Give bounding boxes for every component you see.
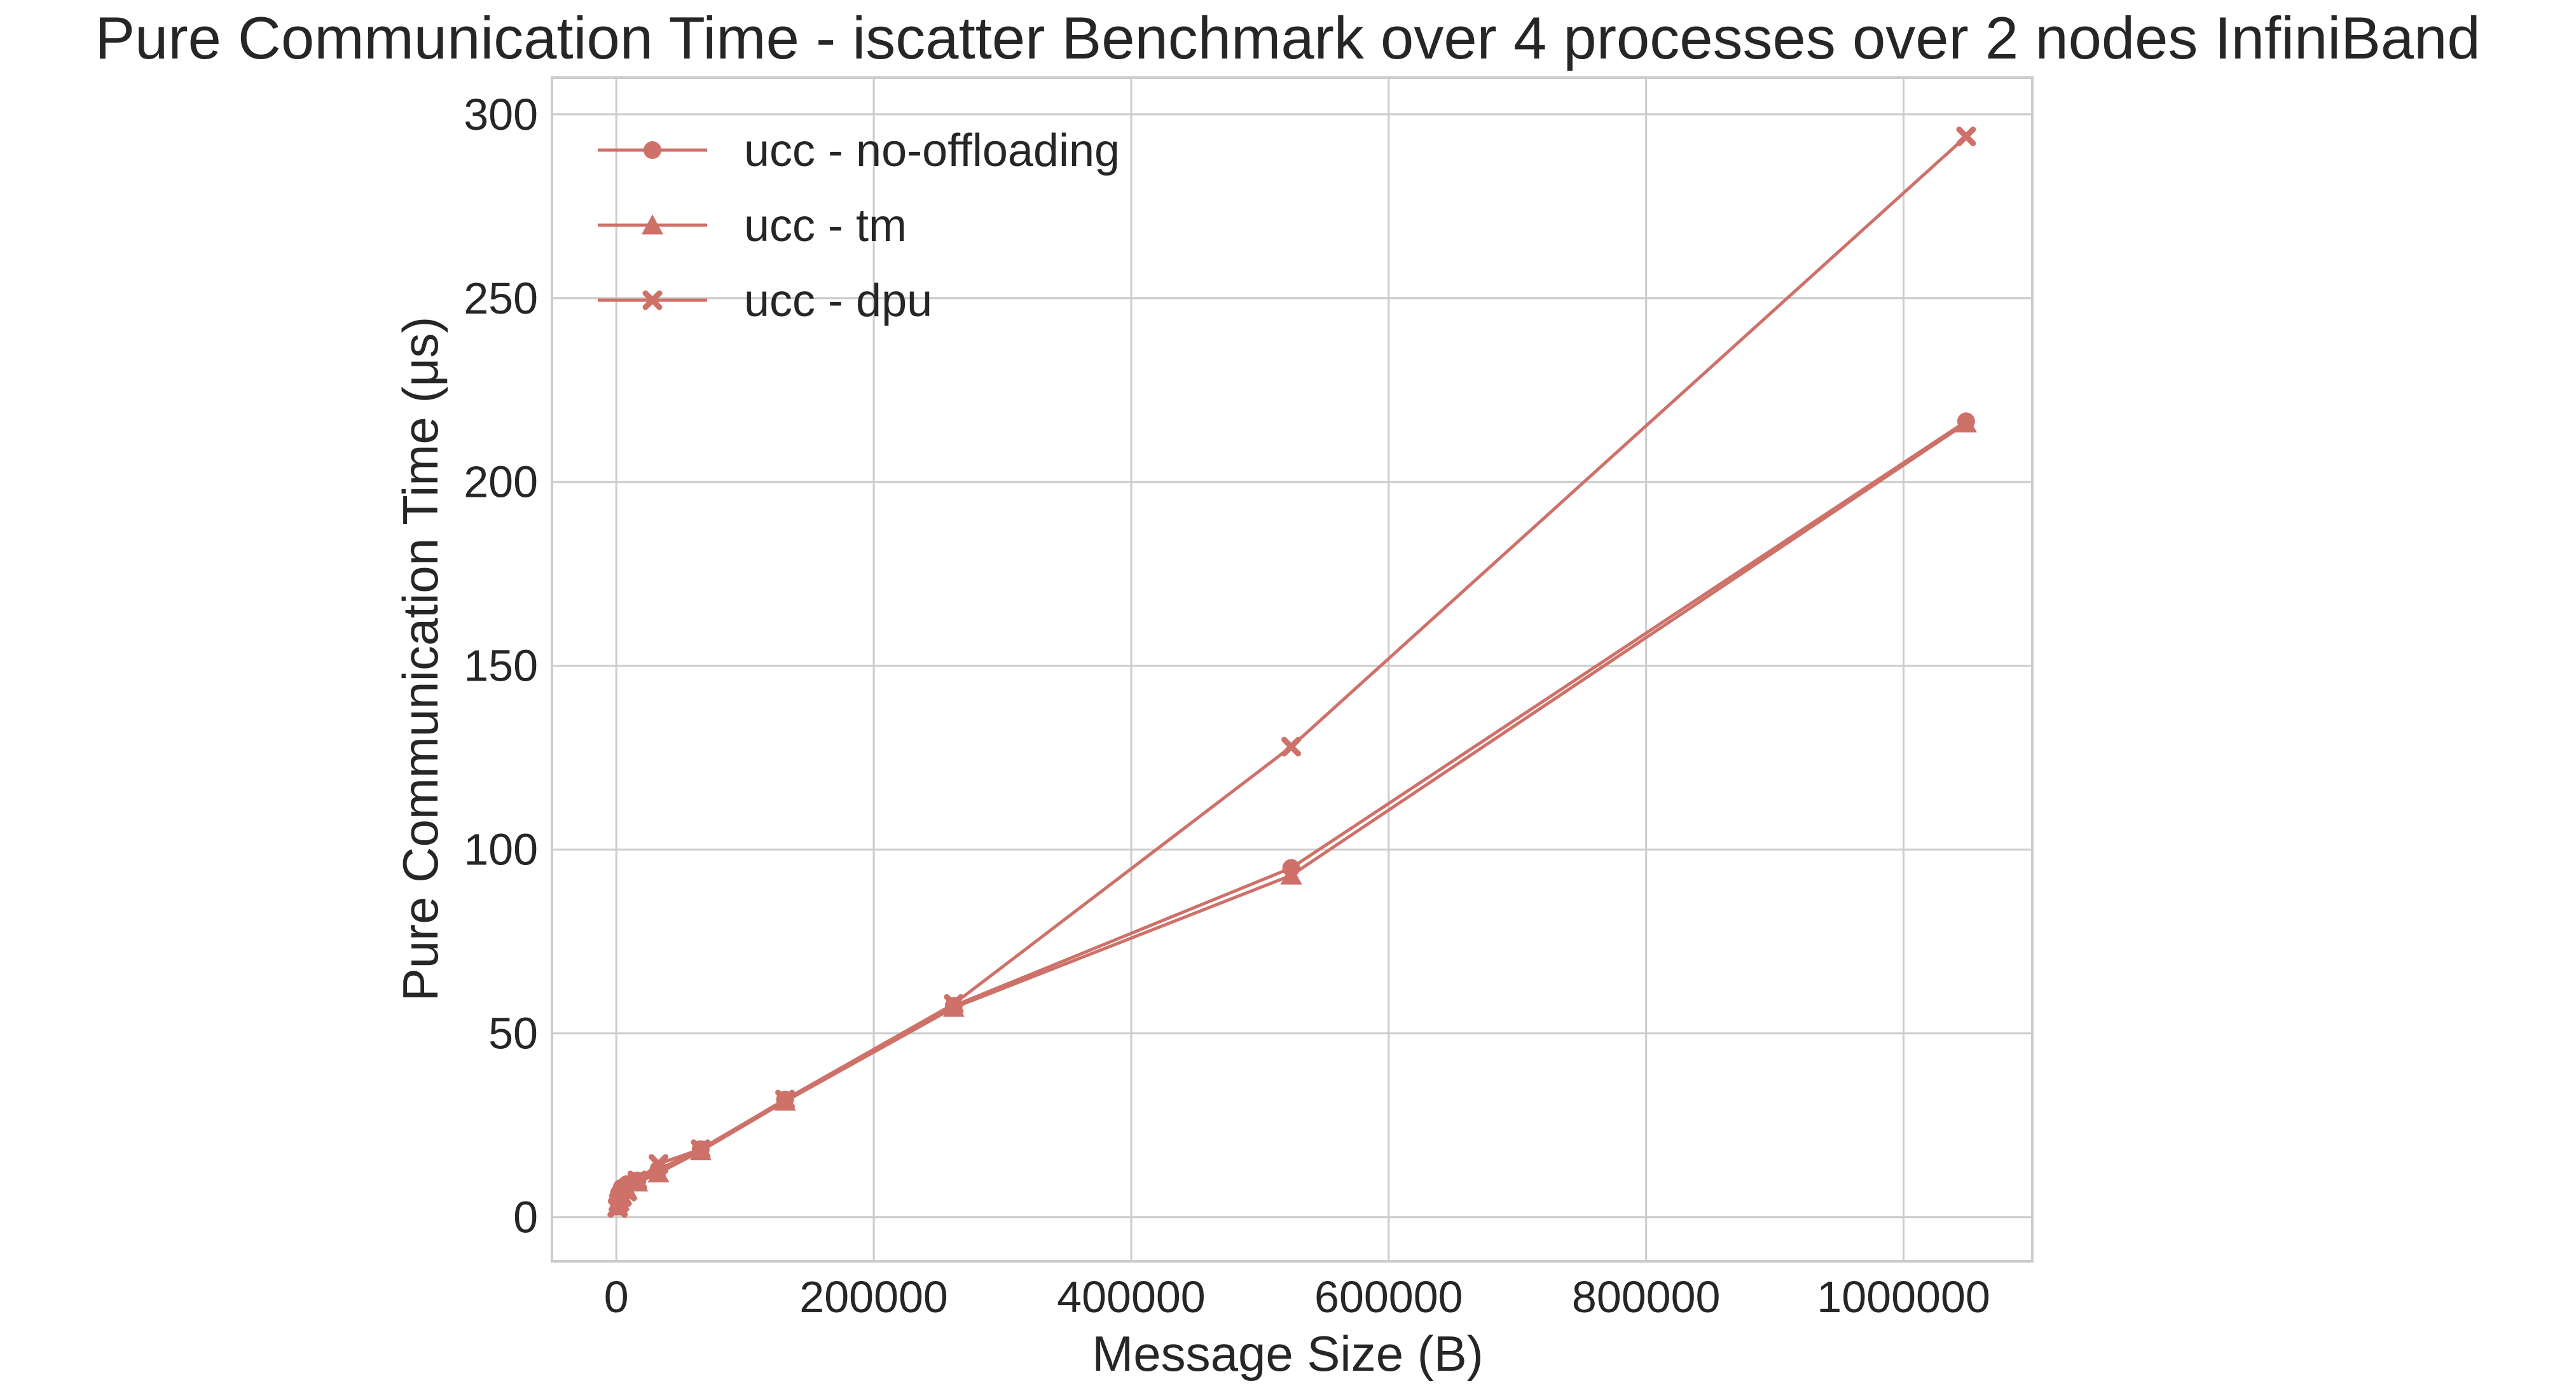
legend-label: ucc - dpu [744,275,932,326]
series-x [607,126,1976,1218]
data-point [1955,412,1977,433]
data-point [647,1162,670,1182]
grid-lines [552,78,2032,1261]
legend: ucc - no-offloading ucc - tm ucc - dpu [598,125,1120,326]
data-point [649,1154,669,1174]
data-point [627,1170,647,1191]
data-point [775,1090,796,1110]
chart-title: Pure Communication Time - iscatter Bench… [95,4,2480,71]
legend-item: ucc - no-offloading [598,125,1120,176]
y-tick-label: 150 [464,641,538,691]
data-point [1956,126,1976,146]
legend-item: ucc - dpu [598,275,932,326]
data-point [1281,737,1302,757]
data-point [1280,864,1302,885]
x-tick-label: 0 [604,1272,629,1322]
series-layer [607,126,1977,1218]
x-tick-label: 400000 [1057,1272,1206,1322]
y-tick-label: 50 [488,1009,538,1058]
legend-label: ucc - tm [744,200,907,251]
tick-labels: 0 200000 400000 600000 800000 1000000 0 50 100 15… [464,90,1990,1322]
x-tick-label: 1000000 [1817,1272,1990,1322]
y-tick-label: 200 [464,457,538,507]
x-axis-label: Message Size (B) [1092,1326,1484,1382]
x-tick-label: 200000 [799,1272,948,1322]
legend-item: ucc - tm [598,200,907,251]
y-axis-label: Pure Communication Time (μs) [392,317,448,1002]
y-tick-label: 300 [464,90,538,139]
data-point [944,994,964,1014]
plot-frame [551,76,2034,1263]
x-tick-label: 800000 [1572,1272,1721,1322]
legend-label: ucc - no-offloading [744,125,1120,176]
x-tick-label: 600000 [1314,1272,1463,1322]
y-tick-label: 100 [464,825,538,875]
y-tick-label: 0 [513,1193,538,1242]
legend-marker [644,141,661,159]
data-point [691,1139,711,1160]
legend-marker [642,290,663,310]
y-tick-label: 250 [464,274,538,323]
legend-marker [642,214,663,235]
